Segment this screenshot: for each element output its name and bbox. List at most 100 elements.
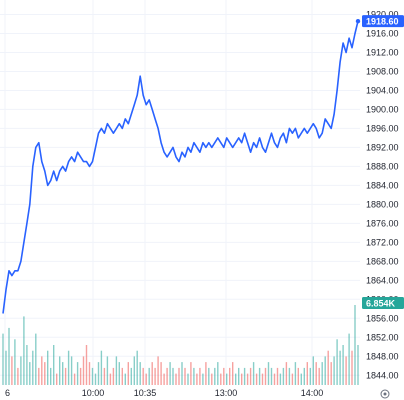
price-tick-label: 1880.00 bbox=[366, 199, 399, 209]
volume-bar bbox=[50, 367, 52, 385]
volume-bar bbox=[169, 362, 171, 385]
volume-bar bbox=[67, 350, 70, 385]
volume-bar bbox=[47, 350, 49, 385]
volume-tag bbox=[362, 297, 404, 309]
volume-bar bbox=[333, 356, 335, 385]
volume-bar bbox=[205, 362, 207, 385]
price-tick-label: 1876.00 bbox=[366, 218, 399, 228]
price-tick-label: 1920.00 bbox=[366, 9, 399, 19]
volume-bar bbox=[336, 339, 338, 385]
volume-bar bbox=[258, 367, 261, 385]
volume-bar bbox=[273, 373, 276, 385]
volume-bar bbox=[139, 362, 141, 385]
price-tick-label: 1908.00 bbox=[366, 66, 399, 76]
volume-bar bbox=[276, 367, 279, 385]
last-price-point bbox=[355, 18, 361, 24]
volume-bar bbox=[88, 362, 91, 385]
settings-icon[interactable] bbox=[380, 389, 390, 399]
volume-bar bbox=[193, 367, 195, 385]
volume-bar bbox=[196, 373, 198, 385]
volume-bar bbox=[279, 373, 282, 385]
volume-bar bbox=[270, 367, 273, 385]
volume-bar bbox=[8, 327, 10, 385]
price-tick-label: 1864.00 bbox=[366, 275, 399, 285]
volume-bar bbox=[220, 373, 222, 385]
price-tick-label: 1856.00 bbox=[366, 313, 399, 323]
volume-bar bbox=[130, 367, 132, 385]
volume-bar bbox=[11, 356, 13, 385]
time-axis[interactable]: 6 10:00 10:35 13:00 14:00 bbox=[5, 388, 323, 398]
volume-bar bbox=[238, 367, 240, 385]
volume-bar bbox=[20, 356, 22, 385]
volume-bar bbox=[339, 350, 341, 385]
volume-bar bbox=[100, 350, 103, 385]
volume-bar bbox=[241, 373, 243, 385]
time-tick-label: 6 bbox=[5, 388, 10, 398]
volume-bar bbox=[252, 362, 255, 385]
volume-bar bbox=[223, 367, 225, 385]
price-axis[interactable]: 1920.00 1916.00 1912.00 1908.00 1904.00 1900.… bbox=[366, 9, 399, 380]
volume-bar bbox=[103, 367, 106, 385]
volume-bar bbox=[106, 356, 109, 385]
volume-bar bbox=[29, 362, 31, 385]
volume-bar bbox=[202, 373, 204, 385]
volume-bar bbox=[235, 373, 237, 385]
time-tick-label: 10:00 bbox=[82, 388, 105, 398]
volume-bar bbox=[199, 367, 201, 385]
volume-bar bbox=[59, 356, 61, 385]
volume-bar bbox=[64, 367, 67, 385]
price-series bbox=[2, 18, 361, 314]
volume-bar bbox=[264, 367, 267, 385]
volume-bar bbox=[309, 367, 311, 385]
price-tick-label: 1872.00 bbox=[366, 237, 399, 247]
volume-bar bbox=[342, 345, 344, 385]
volume-bar bbox=[44, 362, 46, 385]
time-tick-label: 14:00 bbox=[301, 388, 324, 398]
price-tick-label: 1844.00 bbox=[366, 370, 399, 380]
volume-bar bbox=[38, 367, 40, 385]
axis-tags: 1918.60 6.854K bbox=[362, 15, 404, 309]
volume-bar bbox=[345, 356, 347, 385]
volume-bar bbox=[133, 356, 135, 385]
volume-bar bbox=[249, 367, 252, 385]
volume-bar bbox=[214, 367, 216, 385]
volume-bar bbox=[282, 367, 285, 385]
volume-bar bbox=[297, 367, 299, 385]
volume-bar bbox=[175, 373, 177, 385]
volume-bar bbox=[321, 362, 323, 385]
volume-bar bbox=[348, 333, 350, 385]
last-price-label: 1918.60 bbox=[366, 17, 399, 27]
volume-bar bbox=[172, 367, 174, 385]
volume-bar bbox=[312, 356, 314, 385]
price-tick-label: 1900.00 bbox=[366, 104, 399, 114]
volume-bar bbox=[351, 350, 353, 385]
volume-bar bbox=[354, 305, 356, 385]
price-tick-label: 1904.00 bbox=[366, 85, 399, 95]
volume-bar bbox=[181, 362, 183, 385]
volume-bar bbox=[229, 367, 231, 385]
volume-bar bbox=[291, 373, 294, 385]
volume-bar bbox=[306, 362, 308, 385]
volume-bar bbox=[85, 345, 88, 385]
volume-bar bbox=[53, 345, 55, 385]
volume-bar bbox=[79, 367, 82, 385]
volume-bar bbox=[294, 362, 297, 385]
volume-bar bbox=[157, 356, 159, 385]
price-tick-label: 1912.00 bbox=[366, 47, 399, 57]
volume-bar bbox=[32, 350, 34, 385]
price-tick-label: 1916.00 bbox=[366, 28, 399, 38]
volume-bar bbox=[118, 362, 120, 385]
volume-bar bbox=[124, 373, 126, 385]
volume-bar bbox=[300, 373, 302, 385]
volume-bar bbox=[163, 373, 165, 385]
volume-bar bbox=[14, 339, 16, 385]
price-line bbox=[2, 20, 359, 314]
time-tick-label: 13:00 bbox=[215, 388, 238, 398]
volume-bar bbox=[208, 367, 210, 385]
volume-bar bbox=[243, 367, 246, 385]
volume-bar bbox=[285, 362, 288, 385]
volume-bar bbox=[76, 362, 79, 385]
price-tick-label: 1852.00 bbox=[366, 332, 399, 342]
volume-bar bbox=[115, 356, 118, 385]
